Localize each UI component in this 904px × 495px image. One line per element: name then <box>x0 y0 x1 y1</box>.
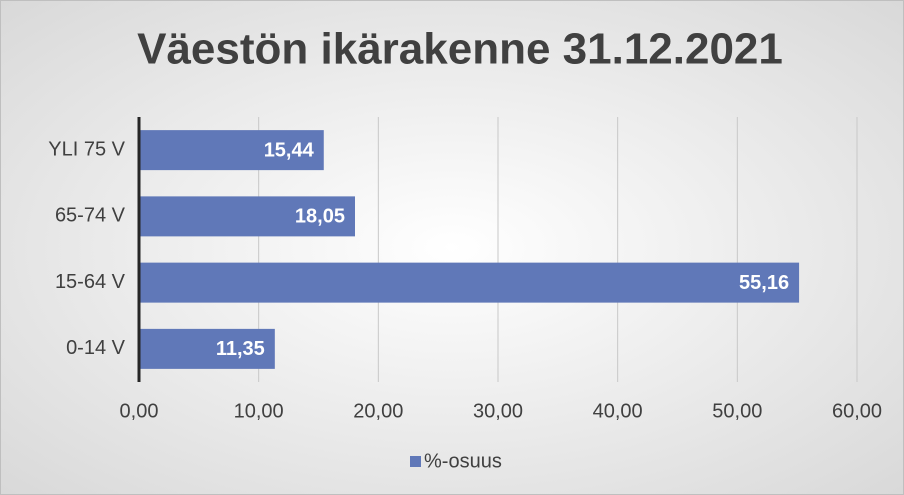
bar <box>139 262 800 303</box>
y-tick-label: 0-14 V <box>66 337 126 359</box>
bar <box>139 130 324 171</box>
legend-swatch <box>410 456 421 467</box>
y-tick-label: YLI 75 V <box>48 138 125 160</box>
x-tick-label: 10,00 <box>234 400 284 422</box>
x-tick-label: 50,00 <box>712 400 762 422</box>
data-label: 11,35 <box>216 338 265 360</box>
data-label: 55,16 <box>739 272 789 294</box>
legend-label: %-osuus <box>424 450 502 472</box>
x-tick-label: 0,00 <box>120 400 159 422</box>
x-tick-label: 40,00 <box>593 400 643 422</box>
x-tick-label: 60,00 <box>832 400 882 422</box>
y-tick-label: 15-64 V <box>55 271 126 293</box>
bar <box>139 328 275 369</box>
chart-title: Väestön ikärakenne 31.12.2021 <box>137 25 783 74</box>
bar <box>139 196 355 237</box>
x-tick-label: 20,00 <box>353 400 403 422</box>
x-tick-label: 30,00 <box>473 400 523 422</box>
data-label: 18,05 <box>295 206 345 228</box>
data-label: 15,44 <box>264 139 315 161</box>
y-tick-label: 65-74 V <box>55 205 126 227</box>
